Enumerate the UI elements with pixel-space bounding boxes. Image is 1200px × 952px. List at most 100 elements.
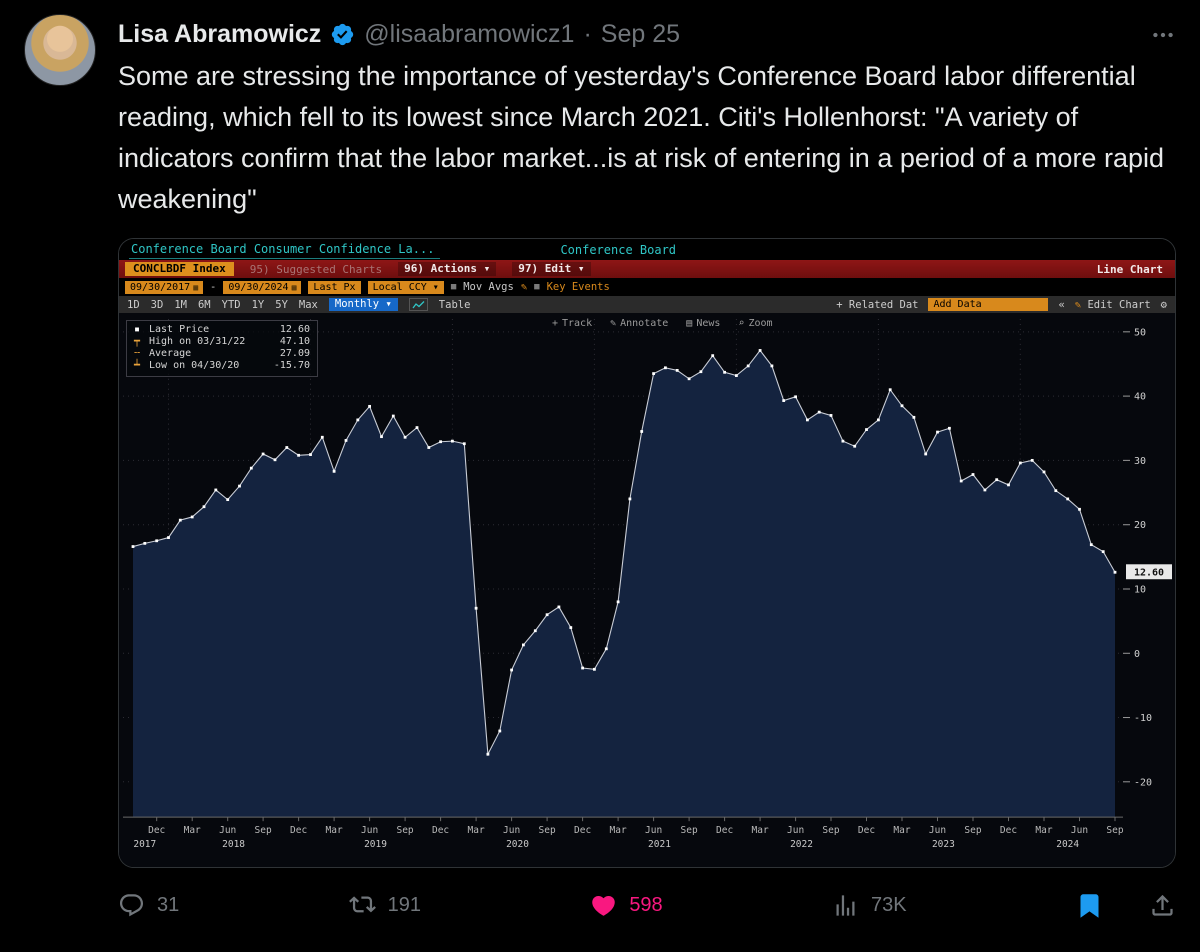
svg-text:Dec: Dec (290, 825, 307, 836)
svg-text:Dec: Dec (432, 825, 449, 836)
share-icon (1152, 894, 1173, 916)
svg-text:Mar: Mar (468, 825, 485, 836)
svg-text:Mar: Mar (326, 825, 343, 836)
period-1d: 1D (127, 298, 140, 311)
author-handle[interactable]: @lisaabramowicz1 (364, 20, 575, 48)
views-button[interactable]: 73K (832, 892, 907, 919)
mov-avgs-pencil-icon: ✎ (520, 281, 528, 293)
key-events-checkbox: ■ (534, 282, 540, 292)
svg-text:Jun: Jun (219, 825, 236, 836)
svg-text:2023: 2023 (932, 839, 955, 850)
svg-text:Jun: Jun (361, 825, 378, 836)
price-field: Last Px (308, 280, 361, 294)
svg-text:2018: 2018 (222, 839, 245, 850)
heart-icon (592, 895, 616, 916)
author-name[interactable]: Lisa Abramowicz (118, 20, 322, 48)
svg-text:Dec: Dec (574, 825, 591, 836)
tweet: Lisa Abramowicz @lisaabramowicz1 · Sep 2… (24, 14, 1176, 919)
reply-icon (119, 894, 144, 917)
svg-text:Jun: Jun (1071, 825, 1088, 836)
terminal-window-title-2: Conference Board (560, 242, 677, 257)
right-action-group (1076, 892, 1176, 919)
period-1m: 1M (174, 298, 187, 311)
zoom-icon: ⌕ (738, 318, 745, 329)
svg-text:Dec: Dec (148, 825, 165, 836)
chart-legend: ▪ Last Price 12.60 ┯ High on 03/31/22 47.10 … (126, 320, 318, 377)
mov-avgs-checkbox: ■ (450, 282, 457, 292)
repost-count: 191 (387, 894, 421, 916)
svg-text:12.60: 12.60 (1134, 568, 1164, 579)
meta-separator: · (583, 20, 592, 48)
period-1y: 1Y (251, 298, 265, 311)
svg-text:-20: -20 (1134, 777, 1152, 788)
svg-text:Sep: Sep (964, 825, 981, 836)
date-range-dash: - (210, 281, 217, 293)
svg-text:Sep: Sep (681, 825, 698, 836)
suggested-charts-menu: 95) Suggested Charts (249, 262, 383, 276)
svg-text:-10: -10 (1134, 713, 1152, 724)
svg-text:2021: 2021 (648, 839, 671, 850)
tweet-date[interactable]: Sep 25 (600, 20, 681, 48)
collapse-icon: « (1058, 298, 1065, 311)
svg-text:Mar: Mar (610, 825, 627, 836)
verified-badge-icon (330, 22, 355, 47)
terminal-window-title: Conference Board Consumer Confidence La.… (129, 242, 441, 259)
period-max: Max (298, 298, 318, 311)
svg-text:2024: 2024 (1056, 839, 1079, 850)
reply-count: 31 (157, 894, 180, 916)
legend-low: ┷ Low on 04/30/20 -15.70 (133, 360, 310, 371)
analytics-icon (836, 895, 855, 916)
svg-text:Dec: Dec (716, 825, 733, 836)
legend-last-price: ▪ Last Price 12.60 (133, 324, 310, 335)
svg-text:50: 50 (1134, 327, 1146, 338)
related-data-button: + Related Dat (836, 298, 919, 311)
period-bar-right: + Related Dat Add Data « ✎ Edit Chart ⚙ (836, 298, 1167, 311)
tweet-text: Some are stressing the importance of yes… (118, 61, 1164, 214)
avatar[interactable] (24, 14, 96, 86)
repost-button[interactable]: 191 (348, 892, 421, 919)
svg-text:Mar: Mar (184, 825, 201, 836)
table-button: Table (438, 298, 471, 311)
svg-text:Jun: Jun (787, 825, 804, 836)
bookmark-button[interactable] (1076, 892, 1103, 919)
period-3d: 3D (150, 298, 164, 311)
svg-text:2020: 2020 (506, 839, 529, 850)
reply-button[interactable]: 31 (118, 892, 179, 919)
views-count: 73K (871, 894, 907, 916)
share-button[interactable] (1149, 892, 1176, 919)
more-menu-icon[interactable] (1150, 22, 1176, 48)
actions-menu: 96) Actions ▾ (398, 262, 497, 276)
calendar-icon: ▦ (291, 282, 297, 292)
chart-style-label: Line Chart (1096, 262, 1163, 276)
legend-high: ┯ High on 03/31/22 47.10 (133, 336, 310, 347)
edit-chart-button: ✎ Edit Chart (1074, 298, 1151, 311)
period-ytd: YTD (221, 298, 241, 311)
security-ticker-field: CONCLBDF Index (125, 262, 234, 276)
repost-icon (348, 896, 376, 913)
svg-text:Sep: Sep (822, 825, 839, 836)
bookmark-icon (1080, 894, 1099, 918)
calendar-icon: ▦ (193, 282, 199, 292)
tweet-content: Lisa Abramowicz @lisaabramowicz1 · Sep 2… (118, 14, 1176, 919)
key-events-label: Key Events (546, 281, 610, 293)
tweet-media-chart[interactable]: Conference Board Consumer Confidence La.… (118, 238, 1176, 868)
chart-tools-bar: + Track ✎ Annotate ▤ News ⌕ Zoom (552, 318, 773, 329)
track-icon: + (551, 318, 558, 329)
terminal-menu-bar: CONCLBDF Index 95) Suggested Charts 96) … (119, 260, 1175, 278)
terminal-title-bar: Conference Board Consumer Confidence La.… (119, 239, 1175, 260)
like-button[interactable]: 598 (590, 892, 663, 919)
period-6m: 6M (197, 298, 211, 311)
svg-text:Dec: Dec (858, 825, 875, 836)
date-to-field: 09/30/2024 ▦ (223, 280, 302, 294)
pencil-icon: ✎ (1074, 298, 1082, 311)
svg-text:Mar: Mar (1035, 825, 1052, 836)
svg-text:Dec: Dec (1000, 825, 1017, 836)
news-icon: ▤ (686, 318, 693, 329)
tweet-header: Lisa Abramowicz @lisaabramowicz1 · Sep 2… (118, 14, 1176, 49)
svg-text:20: 20 (1134, 520, 1146, 531)
like-count: 598 (629, 894, 663, 916)
edit-menu: 97) Edit ▾ (512, 262, 591, 276)
svg-text:2017: 2017 (133, 839, 156, 850)
svg-text:Mar: Mar (752, 825, 769, 836)
svg-text:Jun: Jun (645, 825, 662, 836)
